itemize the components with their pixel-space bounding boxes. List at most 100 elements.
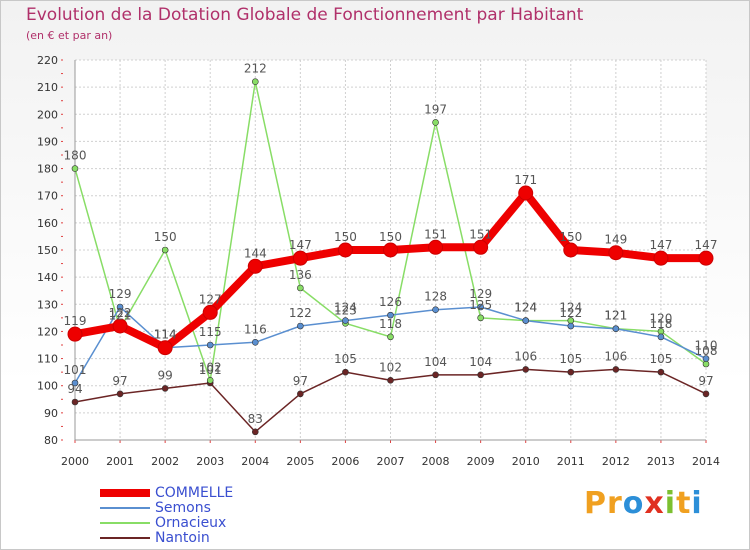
data-label-semons: 124 bbox=[334, 301, 357, 315]
data-label-semons: 124 bbox=[514, 301, 537, 315]
data-point-commelle bbox=[337, 242, 353, 258]
data-label-commelle: 150 bbox=[379, 230, 402, 244]
data-label-ornacieux: 150 bbox=[154, 230, 177, 244]
data-label-ornacieux: 123 bbox=[334, 303, 357, 317]
data-label-nantoin: 104 bbox=[469, 355, 492, 369]
data-label-semons: 128 bbox=[424, 290, 447, 304]
data-label-ornacieux: 197 bbox=[424, 102, 447, 116]
legend-swatch bbox=[100, 537, 150, 539]
data-point-nantoin bbox=[71, 398, 79, 406]
data-point-commelle bbox=[383, 242, 398, 258]
data-point-commelle bbox=[653, 250, 669, 266]
data-label-semons: 118 bbox=[649, 317, 672, 331]
data-label-commelle: 149 bbox=[604, 233, 627, 247]
data-point-nantoin bbox=[387, 376, 394, 384]
data-label-semons: 116 bbox=[244, 322, 267, 336]
legend-swatch bbox=[100, 522, 150, 524]
data-label-commelle: 147 bbox=[649, 238, 672, 252]
data-point-semons bbox=[297, 322, 304, 330]
y-tick-label: 210 bbox=[37, 81, 58, 94]
data-label-nantoin: 106 bbox=[604, 349, 627, 363]
data-label-nantoin: 83 bbox=[248, 412, 263, 426]
x-tick-label: 2010 bbox=[512, 455, 540, 468]
data-point-nantoin bbox=[432, 371, 439, 379]
data-point-nantoin bbox=[297, 390, 304, 398]
data-label-commelle: 150 bbox=[334, 230, 357, 244]
data-point-commelle bbox=[292, 250, 308, 266]
data-label-commelle: 151 bbox=[424, 227, 447, 241]
data-point-ornacieux bbox=[387, 333, 394, 341]
data-label-ornacieux: 108 bbox=[695, 344, 718, 358]
data-label-ornacieux: 102 bbox=[199, 360, 222, 374]
data-label-semons: 121 bbox=[604, 309, 627, 323]
data-label-commelle: 150 bbox=[559, 230, 582, 244]
data-point-commelle bbox=[202, 304, 218, 320]
data-point-nantoin bbox=[116, 390, 124, 398]
data-label-semons: 114 bbox=[154, 328, 177, 342]
data-point-commelle bbox=[67, 326, 83, 342]
data-point-semons bbox=[387, 311, 394, 319]
data-point-commelle bbox=[428, 239, 444, 255]
y-tick-label: 140 bbox=[37, 271, 58, 284]
x-tick-label: 2004 bbox=[241, 455, 269, 468]
data-point-nantoin bbox=[342, 368, 349, 376]
data-label-ornacieux: 124 bbox=[559, 301, 582, 315]
data-label-semons: 129 bbox=[469, 287, 492, 301]
data-label-nantoin: 97 bbox=[698, 374, 713, 388]
x-tick-label: 2014 bbox=[692, 455, 720, 468]
data-label-ornacieux: 121 bbox=[109, 309, 132, 323]
data-point-commelle bbox=[608, 245, 624, 261]
data-label-nantoin: 101 bbox=[199, 363, 222, 377]
data-point-commelle bbox=[518, 185, 534, 201]
data-label-nantoin: 105 bbox=[649, 352, 672, 366]
data-label-commelle: 119 bbox=[64, 314, 87, 328]
data-label-nantoin: 102 bbox=[379, 360, 402, 374]
legend-label: Semons bbox=[155, 500, 211, 516]
data-label-nantoin: 97 bbox=[112, 374, 127, 388]
data-label-ornacieux: 212 bbox=[244, 62, 267, 76]
data-point-semons bbox=[567, 322, 575, 330]
data-label-ornacieux: 118 bbox=[379, 317, 402, 331]
data-label-semons: 122 bbox=[559, 306, 582, 320]
data-point-nantoin bbox=[251, 428, 259, 436]
data-point-nantoin bbox=[161, 385, 169, 392]
data-point-nantoin bbox=[612, 366, 620, 373]
x-tick-label: 2009 bbox=[467, 455, 495, 468]
data-label-nantoin: 97 bbox=[293, 374, 308, 388]
data-point-ornacieux bbox=[297, 284, 304, 292]
data-label-nantoin: 99 bbox=[158, 368, 173, 382]
data-point-semons bbox=[251, 338, 259, 346]
chart-subtitle: (en € et par an) bbox=[26, 29, 113, 42]
x-tick-label: 2013 bbox=[647, 455, 675, 468]
x-tick-label: 2008 bbox=[422, 455, 450, 468]
data-label-semons: 126 bbox=[379, 295, 402, 309]
data-label-commelle: 147 bbox=[695, 238, 718, 252]
data-point-ornacieux bbox=[477, 314, 484, 322]
y-tick-label: 120 bbox=[37, 325, 58, 338]
y-tick-label: 80 bbox=[44, 434, 58, 447]
data-label-commelle: 171 bbox=[514, 173, 537, 187]
data-label-commelle: 127 bbox=[199, 292, 222, 306]
data-label-nantoin: 94 bbox=[67, 382, 82, 396]
x-tick-label: 2006 bbox=[331, 455, 359, 468]
data-point-nantoin bbox=[477, 371, 484, 379]
data-label-ornacieux: 136 bbox=[289, 268, 312, 282]
data-point-semons bbox=[702, 355, 710, 362]
data-point-ornacieux bbox=[702, 360, 710, 368]
data-point-ornacieux bbox=[206, 376, 214, 384]
data-point-ornacieux bbox=[251, 78, 259, 86]
data-point-commelle bbox=[247, 258, 263, 274]
y-tick-label: 100 bbox=[37, 380, 58, 393]
data-label-commelle: 114 bbox=[154, 328, 177, 342]
data-label-semons: 101 bbox=[64, 363, 87, 377]
data-point-semons bbox=[522, 317, 530, 324]
y-tick-label: 180 bbox=[37, 163, 58, 176]
x-tick-label: 2005 bbox=[286, 455, 314, 468]
data-label-semons: 122 bbox=[289, 306, 312, 320]
data-point-semons bbox=[432, 306, 439, 314]
x-tick-label: 2000 bbox=[61, 455, 89, 468]
data-label-nantoin: 105 bbox=[559, 352, 582, 366]
data-point-nantoin bbox=[522, 366, 530, 373]
y-tick-label: 190 bbox=[37, 135, 58, 148]
